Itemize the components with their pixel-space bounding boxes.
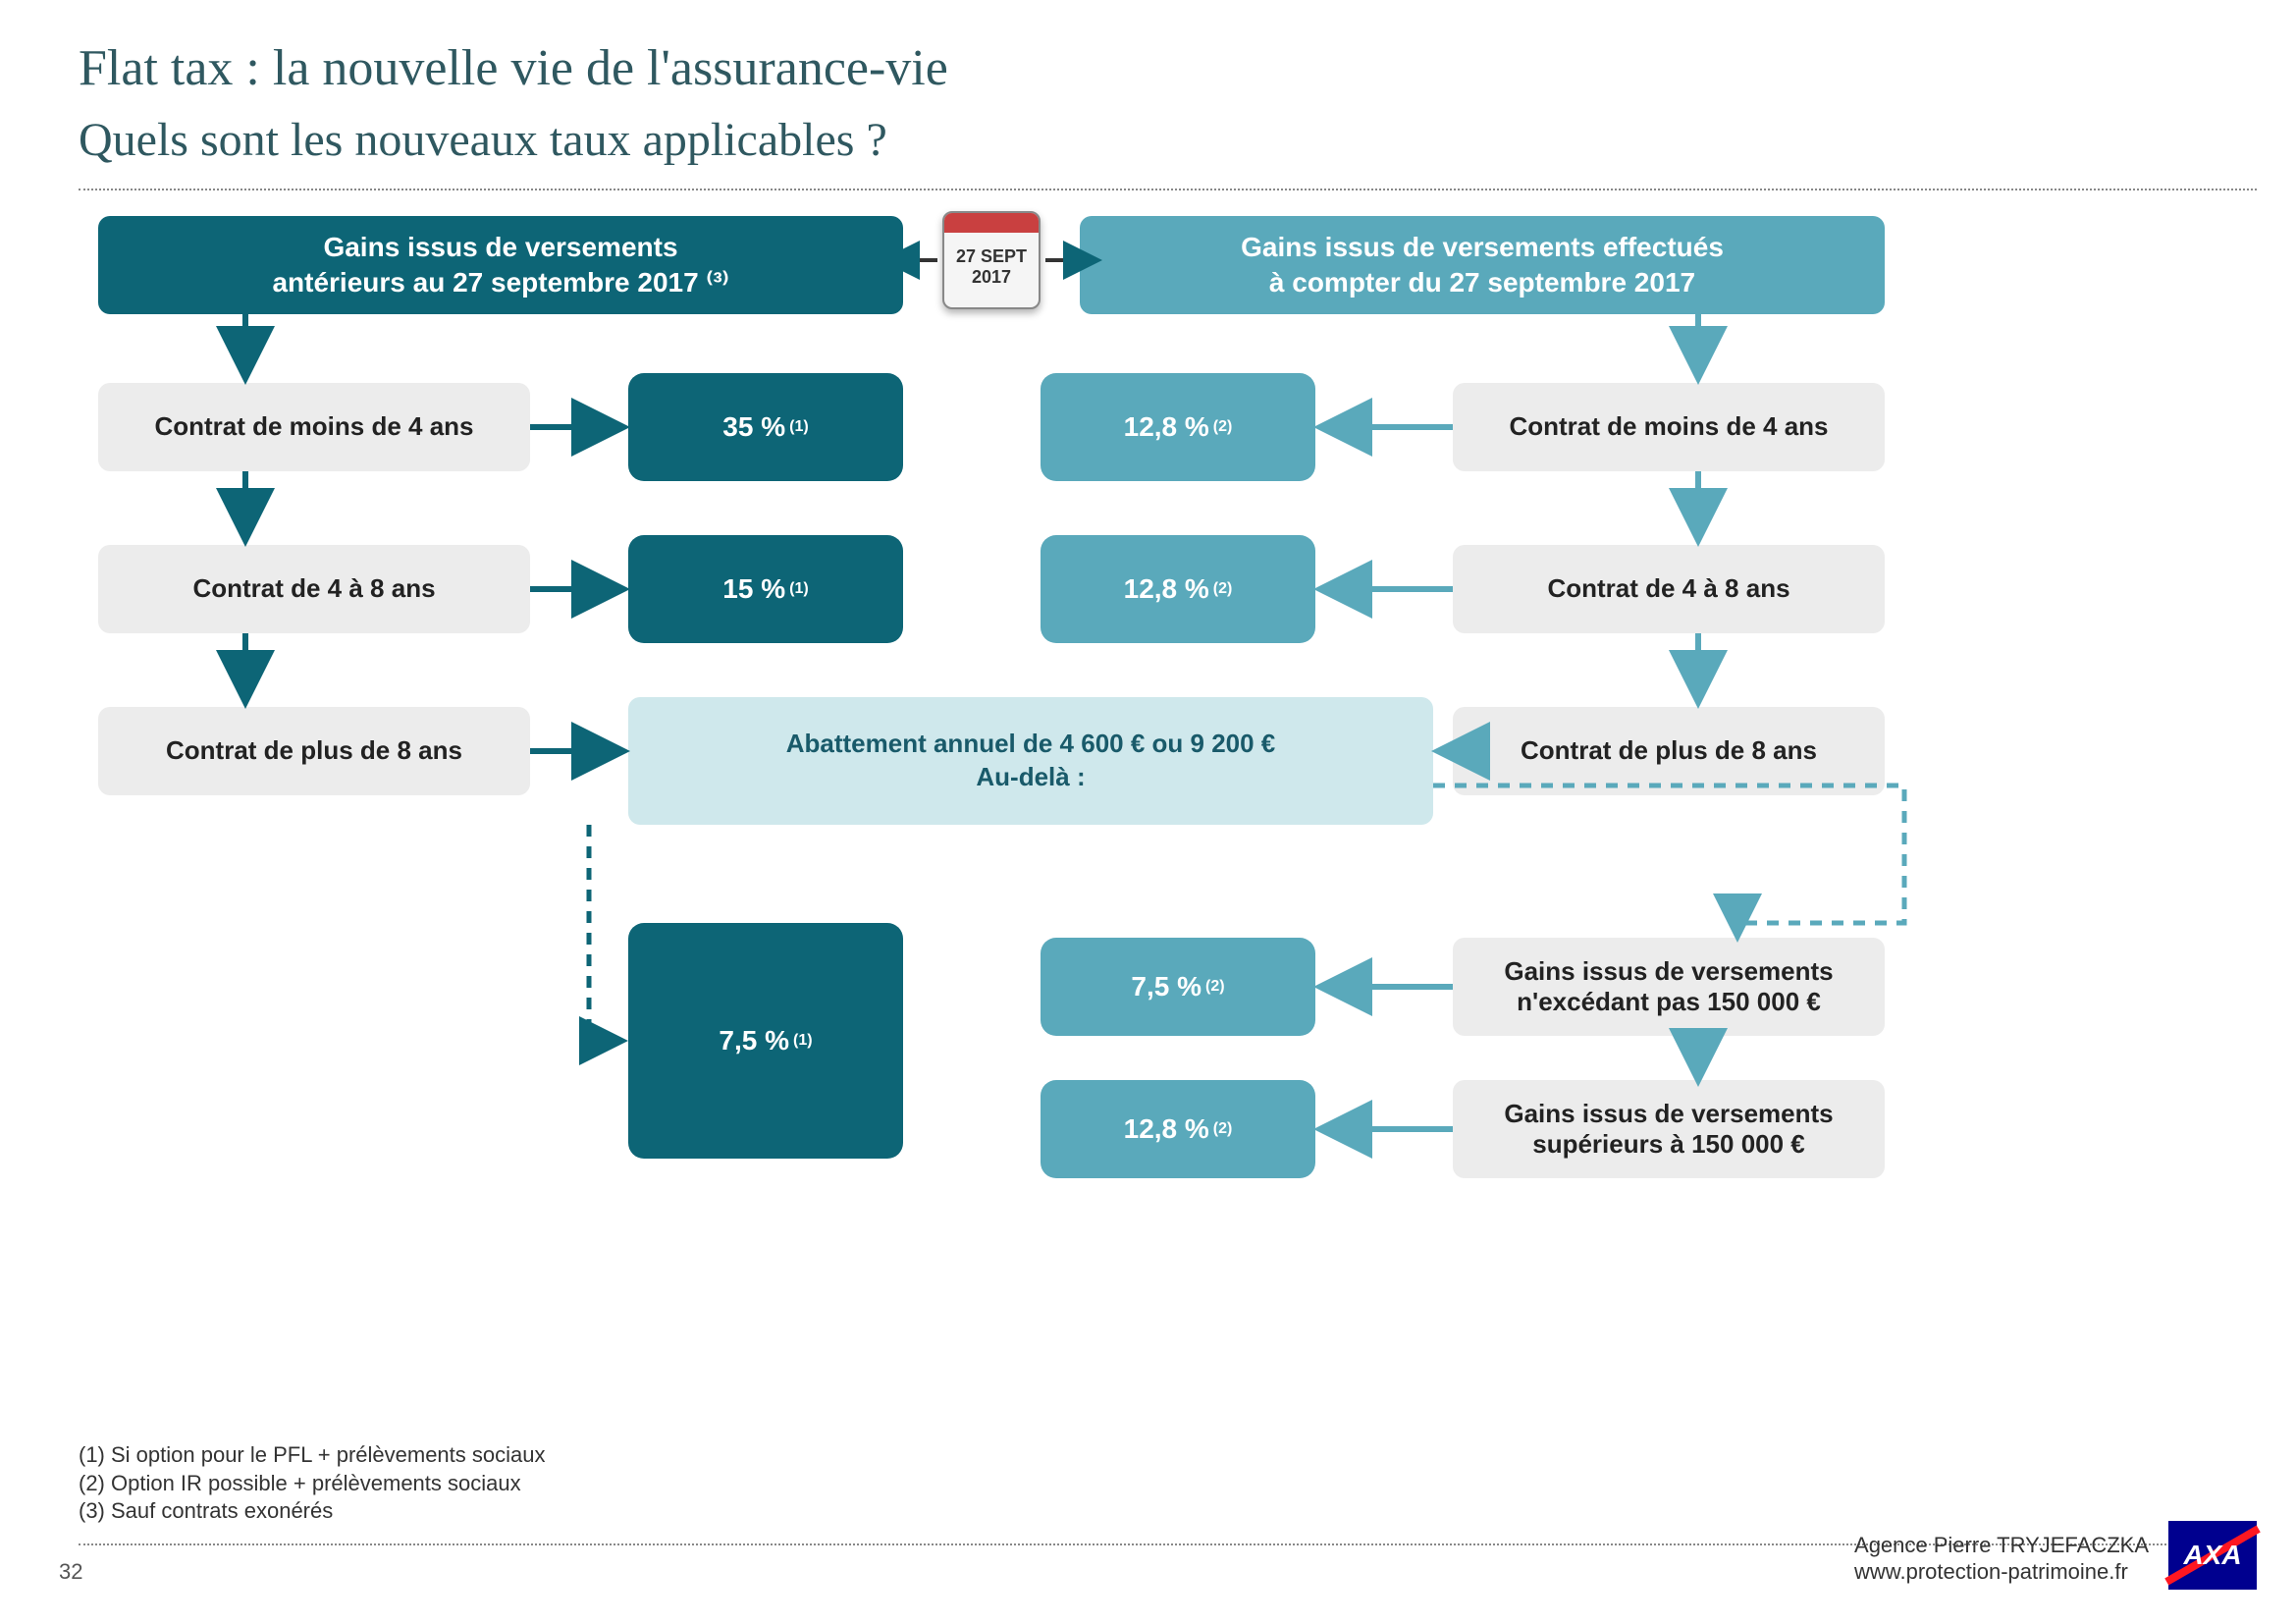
- right-label-gains-gt150k: Gains issus de versements supérieurs à 1…: [1453, 1080, 1885, 1178]
- right-label-contract-4to8: Contrat de 4 à 8 ans: [1453, 545, 1885, 633]
- rate-left-15: 15 %(1): [628, 535, 903, 643]
- footer-agency-name: Agence Pierre TRYJEFACZKA: [1854, 1533, 2149, 1558]
- header-left: Gains issus de versements antérieurs au …: [98, 216, 903, 314]
- right-label-gains-gt150k-line1: Gains issus de versements: [1504, 1099, 1833, 1129]
- rate-left-15-note: (1): [789, 580, 809, 598]
- footnote-3: (3) Sauf contrats exonérés: [79, 1497, 545, 1526]
- header-right-line1: Gains issus de versements effectués: [1241, 230, 1724, 265]
- divider-top: [79, 189, 2257, 190]
- left-label-contract-gt8: Contrat de plus de 8 ans: [98, 707, 530, 795]
- footer-agency: Agence Pierre TRYJEFACZKA www.protection…: [1854, 1533, 2149, 1585]
- rate-right-12p8-b-note: (2): [1213, 580, 1233, 598]
- rate-left-35-value: 35 %: [722, 411, 785, 443]
- page-number: 32: [59, 1559, 82, 1585]
- footnotes: (1) Si option pour le PFL + prélèvements…: [79, 1441, 545, 1526]
- header-left-line1: Gains issus de versements: [323, 230, 677, 265]
- rate-left-35-note: (1): [789, 418, 809, 436]
- rate-right-12p8-b-value: 12,8 %: [1124, 573, 1209, 605]
- page-subtitle: Quels sont les nouveaux taux applicables…: [79, 113, 887, 167]
- right-label-gains-gt150k-line2: supérieurs à 150 000 €: [1532, 1129, 1805, 1160]
- calendar-date: 27 SEPT: [956, 246, 1027, 267]
- rate-right-7p5: 7,5 %(2): [1041, 938, 1315, 1036]
- rate-left-7p5-value: 7,5 %: [719, 1025, 789, 1056]
- rate-right-12p8-a-value: 12,8 %: [1124, 411, 1209, 443]
- left-label-contract-4to8: Contrat de 4 à 8 ans: [98, 545, 530, 633]
- rate-right-7p5-note: (2): [1205, 978, 1225, 996]
- abatement-box: Abattement annuel de 4 600 € ou 9 200 € …: [628, 697, 1433, 825]
- rate-right-7p5-value: 7,5 %: [1131, 971, 1201, 1002]
- right-label-contract-gt8: Contrat de plus de 8 ans: [1453, 707, 1885, 795]
- rate-left-15-value: 15 %: [722, 573, 785, 605]
- header-right-line2: à compter du 27 septembre 2017: [1269, 265, 1695, 300]
- calendar-icon: 27 SEPT 2017: [942, 211, 1041, 309]
- rate-right-12p8-b: 12,8 %(2): [1041, 535, 1315, 643]
- rate-right-12p8-a-note: (2): [1213, 418, 1233, 436]
- axa-logo: AXA: [2168, 1521, 2257, 1590]
- page-title: Flat tax : la nouvelle vie de l'assuranc…: [79, 39, 948, 97]
- right-label-gains-lt150k-line1: Gains issus de versements: [1504, 956, 1833, 987]
- calendar-year: 2017: [972, 267, 1011, 288]
- right-label-contract-lt4: Contrat de moins de 4 ans: [1453, 383, 1885, 471]
- footer-url: www.protection-patrimoine.fr: [1854, 1559, 2149, 1585]
- abatement-line1: Abattement annuel de 4 600 € ou 9 200 €: [786, 728, 1276, 761]
- axa-logo-text: AXA: [2183, 1540, 2241, 1571]
- footnote-1: (1) Si option pour le PFL + prélèvements…: [79, 1441, 545, 1470]
- rate-right-12p8-a: 12,8 %(2): [1041, 373, 1315, 481]
- right-label-gains-lt150k-line2: n'excédant pas 150 000 €: [1517, 987, 1821, 1017]
- abatement-line2: Au-delà :: [976, 761, 1085, 794]
- right-label-gains-lt150k: Gains issus de versements n'excédant pas…: [1453, 938, 1885, 1036]
- header-right: Gains issus de versements effectués à co…: [1080, 216, 1885, 314]
- header-left-line2: antérieurs au 27 septembre 2017 ⁽³⁾: [272, 265, 728, 300]
- footnote-2: (2) Option IR possible + prélèvements so…: [79, 1470, 545, 1498]
- left-label-contract-lt4: Contrat de moins de 4 ans: [98, 383, 530, 471]
- rate-right-12p8-c-note: (2): [1213, 1120, 1233, 1138]
- rate-left-35: 35 %(1): [628, 373, 903, 481]
- rate-right-12p8-c-value: 12,8 %: [1124, 1113, 1209, 1145]
- rate-left-7p5: 7,5 %(1): [628, 923, 903, 1159]
- rate-left-7p5-note: (1): [793, 1032, 813, 1050]
- rate-right-12p8-c: 12,8 %(2): [1041, 1080, 1315, 1178]
